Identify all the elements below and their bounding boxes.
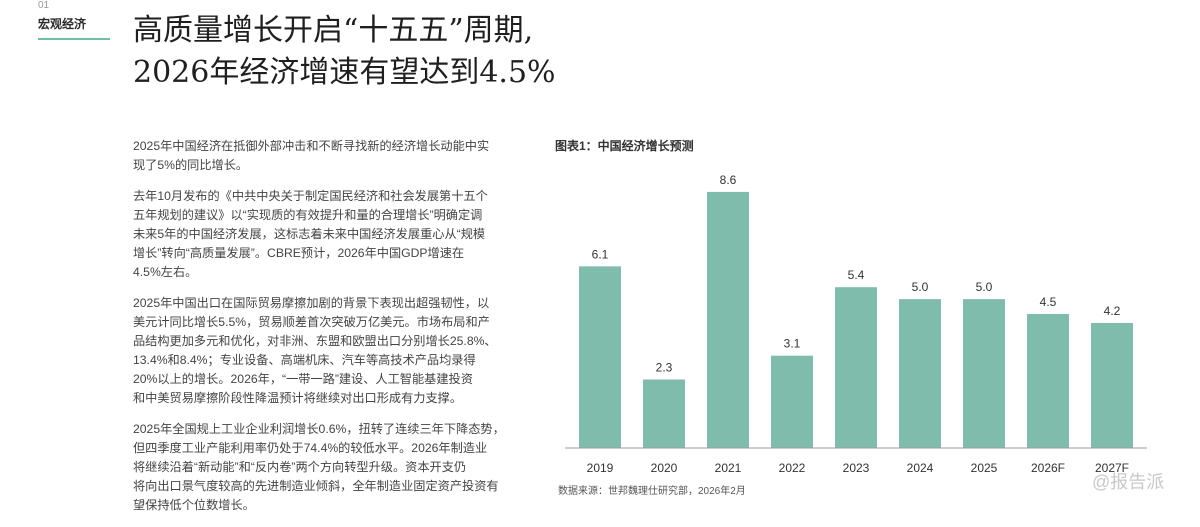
bar-2024 — [899, 299, 941, 448]
text-line: 去年10月发布的《中共中央关于制定国民经济和社会发展第十五个 — [133, 189, 488, 203]
bar-2022 — [771, 355, 813, 448]
value-label: 4.2 — [1104, 304, 1121, 318]
text-line: 将向出口景气度较高的先进制造业倾斜，全年制造业固定资产投资有 — [133, 479, 499, 493]
value-label: 6.1 — [592, 247, 609, 261]
bar-2025 — [963, 299, 1005, 448]
text-line: 2025年中国出口在国际贸易摩擦加剧的背景下表现出超强韧性，以 — [133, 296, 490, 310]
chart-title: 图表1：中国经济增长预测 — [555, 139, 694, 153]
category-label: 2027F — [1095, 461, 1129, 475]
body-text: 2025年中国经济在抵御外部冲击和不断寻找新的经济增长动能中实 现了5%的同比增… — [133, 137, 505, 527]
category-label: 2023 — [843, 461, 870, 475]
value-label: 2.3 — [656, 361, 673, 375]
paragraph: 2025年中国出口在国际贸易摩擦加剧的背景下表现出超强韧性，以 美元计同比增长5… — [133, 294, 503, 408]
category-label: 2022 — [779, 461, 806, 475]
text-line: 4.5%左右。 — [133, 265, 198, 279]
bar-2019 — [579, 266, 621, 448]
category-label: 2026F — [1031, 461, 1065, 475]
value-label: 5.0 — [976, 280, 993, 294]
text-line: 五年规划的建议》以“实现质的有效提升和量的合理增长”明确定调 — [133, 208, 483, 222]
value-label: 4.5 — [1040, 295, 1057, 309]
text-line: 望保持低个位数增长。 — [133, 498, 255, 512]
bar-2020 — [643, 379, 685, 448]
chart-source: 数据来源：世邦魏理仕研究部，2026年2月 — [558, 486, 746, 497]
paragraph: 去年10月发布的《中共中央关于制定国民经济和社会发展第十五个 五年规划的建议》以… — [133, 187, 503, 282]
value-label: 5.0 — [912, 280, 929, 294]
category-label: 2021 — [715, 461, 742, 475]
category-label: 2020 — [651, 461, 678, 475]
text-line: 将继续沿着“新动能”和“反内卷”两个方向转型升级。资本开支仍 — [133, 460, 467, 474]
page-title: 高质量增长开启“十五五”周期, 2026年经济增速有望达到4.5% — [133, 10, 556, 94]
text-line: 20%以上的增长。2026年，“一带一路”建设、人工智能基建投资 — [133, 372, 473, 386]
paragraph: 2025年中国经济在抵御外部冲击和不断寻找新的经济增长动能中实 现了5%的同比增… — [133, 137, 503, 175]
category-label: 2019 — [587, 461, 614, 475]
text-line: 增长”转向“高质量发展”。CBRE预计，2026年中国GDP增速在 — [133, 246, 465, 260]
text-line: 2025年全国规上工业企业利润增长0.6%，扭转了连续三年下降态势， — [133, 422, 505, 436]
section-underline — [38, 38, 110, 40]
value-label: 3.1 — [784, 337, 801, 351]
title-line: 高质量增长开启“十五五”周期, — [133, 13, 534, 48]
text-line: 品结构更加多元和优化，对非洲、东盟和欧盟出口分别增长25.8%、 — [133, 334, 497, 348]
category-label: 2024 — [907, 461, 934, 475]
section-number: 01 — [38, 0, 50, 11]
bar-2021 — [707, 191, 749, 448]
text-line: 13.4%和8.4%；专业设备、高端机床、汽车等高技术产品均录得 — [133, 353, 476, 367]
text-line: 和中美贸易摩擦阶段性降温预计将继续对出口形成有力支撑。 — [133, 391, 463, 405]
text-line: 现了5%的同比增长。 — [133, 158, 249, 172]
text-line: 未来5年的中国经济发展，这标志着未来中国经济发展重心从“规模 — [133, 227, 486, 241]
value-label: 8.6 — [720, 173, 737, 187]
paragraph: 2025年全国规上工业企业利润增长0.6%，扭转了连续三年下降态势， 但四季度工… — [133, 420, 505, 515]
value-label: 5.4 — [848, 268, 865, 282]
watermark: @报告派 — [1092, 472, 1165, 492]
category-label: 2025 — [971, 461, 998, 475]
text-line: 美元计同比增长5.5%，贸易顺差首次突破万亿美元。市场布局和产 — [133, 315, 490, 329]
gdp-growth-bar-chart: 6.1 2019 2.3 2020 8.6 2021 3.1 2022 5.4 2023 5.0 20… — [565, 173, 1147, 475]
title-line: 2026年经济增速有望达到4.5% — [133, 55, 556, 90]
bar-2023 — [835, 287, 877, 448]
text-line: 但四季度工业产能利用率仍处于74.4%的较低水平。2026年制造业 — [133, 441, 488, 455]
bar-2026F — [1027, 314, 1069, 448]
section-label: 宏观经济 — [38, 17, 87, 31]
bar-2027F — [1091, 322, 1133, 448]
text-line: 2025年中国经济在抵御外部冲击和不断寻找新的经济增长动能中实 — [133, 139, 490, 153]
